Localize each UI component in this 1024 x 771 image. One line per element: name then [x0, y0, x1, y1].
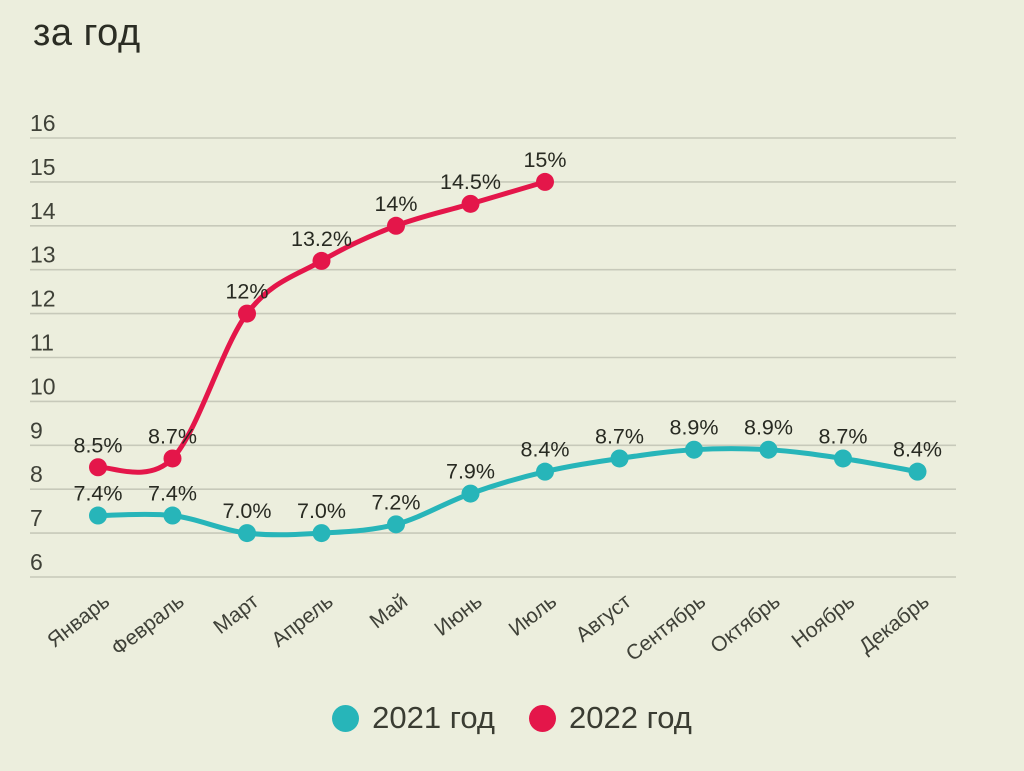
data-point: [387, 216, 405, 235]
data-point: [461, 194, 480, 213]
series-line-2021: [95, 446, 920, 538]
chart-title: за год: [33, 12, 141, 54]
data-point-label: 8.4%: [893, 438, 942, 462]
data-point-label: 15%: [523, 148, 566, 172]
data-point: [238, 524, 256, 543]
y-tick-label: 10: [30, 373, 56, 399]
data-point-label: 7.4%: [148, 482, 197, 506]
x-axis-label: Декабрь: [855, 590, 934, 659]
data-point-label: 14.5%: [440, 170, 501, 194]
legend-label-2021: 2021 год: [372, 700, 495, 735]
y-tick-label: 7: [30, 505, 43, 531]
x-axis-label: Март: [209, 590, 263, 639]
data-point-label: 8.9%: [744, 416, 793, 440]
data-point-label: 8.7%: [148, 424, 197, 448]
x-axis-label: Май: [365, 590, 412, 633]
legend-item-2021: 2021 год: [332, 700, 495, 736]
legend-marker-2022-icon: [529, 704, 556, 732]
y-tick-label: 16: [30, 110, 56, 136]
x-axis-label: Июнь: [430, 590, 486, 641]
data-point: [685, 440, 703, 459]
data-point: [834, 449, 852, 468]
data-point: [759, 440, 778, 459]
x-axis-label: Апрель: [267, 590, 337, 652]
y-tick-label: 14: [30, 198, 56, 224]
data-point-label: 8.7%: [595, 424, 644, 448]
data-point-label: 7.4%: [73, 482, 122, 506]
data-point: [536, 462, 554, 481]
data-point-label: 7.0%: [222, 499, 271, 523]
data-point-label: 8.9%: [669, 416, 718, 440]
legend-item-2022: 2022 год: [529, 700, 692, 736]
legend-marker-2021-icon: [332, 704, 360, 732]
x-axis-label: Январь: [43, 590, 114, 652]
data-point-label: 14%: [374, 192, 417, 216]
data-point-label: 12%: [225, 280, 268, 304]
data-point: [312, 524, 331, 543]
y-tick-label: 6: [30, 549, 43, 575]
data-point-label: 8.5%: [73, 433, 122, 457]
y-tick-label: 11: [30, 330, 54, 356]
data-point-label: 8.4%: [520, 438, 569, 462]
data-point-label: 7.2%: [371, 490, 420, 514]
data-point: [238, 304, 256, 323]
data-point: [89, 506, 107, 525]
data-point: [312, 251, 331, 270]
data-point-label: 8.7%: [818, 424, 867, 448]
data-point: [908, 462, 927, 481]
data-point: [89, 458, 107, 477]
x-axis-label: Июль: [505, 590, 561, 641]
x-axis-label: Сентябрь: [622, 590, 710, 666]
x-axis-label: Август: [572, 590, 636, 647]
x-axis-label: Февраль: [107, 590, 188, 661]
data-point: [461, 484, 480, 503]
y-tick-label: 13: [30, 242, 56, 268]
data-point: [163, 506, 182, 525]
data-point: [536, 172, 554, 191]
data-point-label: 7.9%: [446, 460, 495, 484]
data-point: [387, 515, 405, 534]
legend-label-2022: 2022 год: [569, 700, 692, 735]
y-tick-label: 15: [30, 154, 56, 180]
data-point: [163, 449, 182, 468]
data-point-label: 13.2%: [291, 227, 352, 251]
y-tick-label: 12: [30, 286, 56, 312]
data-point-label: 7.0%: [297, 499, 346, 523]
y-tick-label: 9: [30, 417, 43, 443]
x-axis-label: Ноябрь: [787, 590, 859, 653]
data-point: [610, 449, 629, 468]
y-tick-label: 8: [30, 461, 43, 487]
x-axis-label: Октябрь: [706, 590, 784, 658]
chart-legend: 2021 год 2022 год: [0, 700, 1024, 736]
